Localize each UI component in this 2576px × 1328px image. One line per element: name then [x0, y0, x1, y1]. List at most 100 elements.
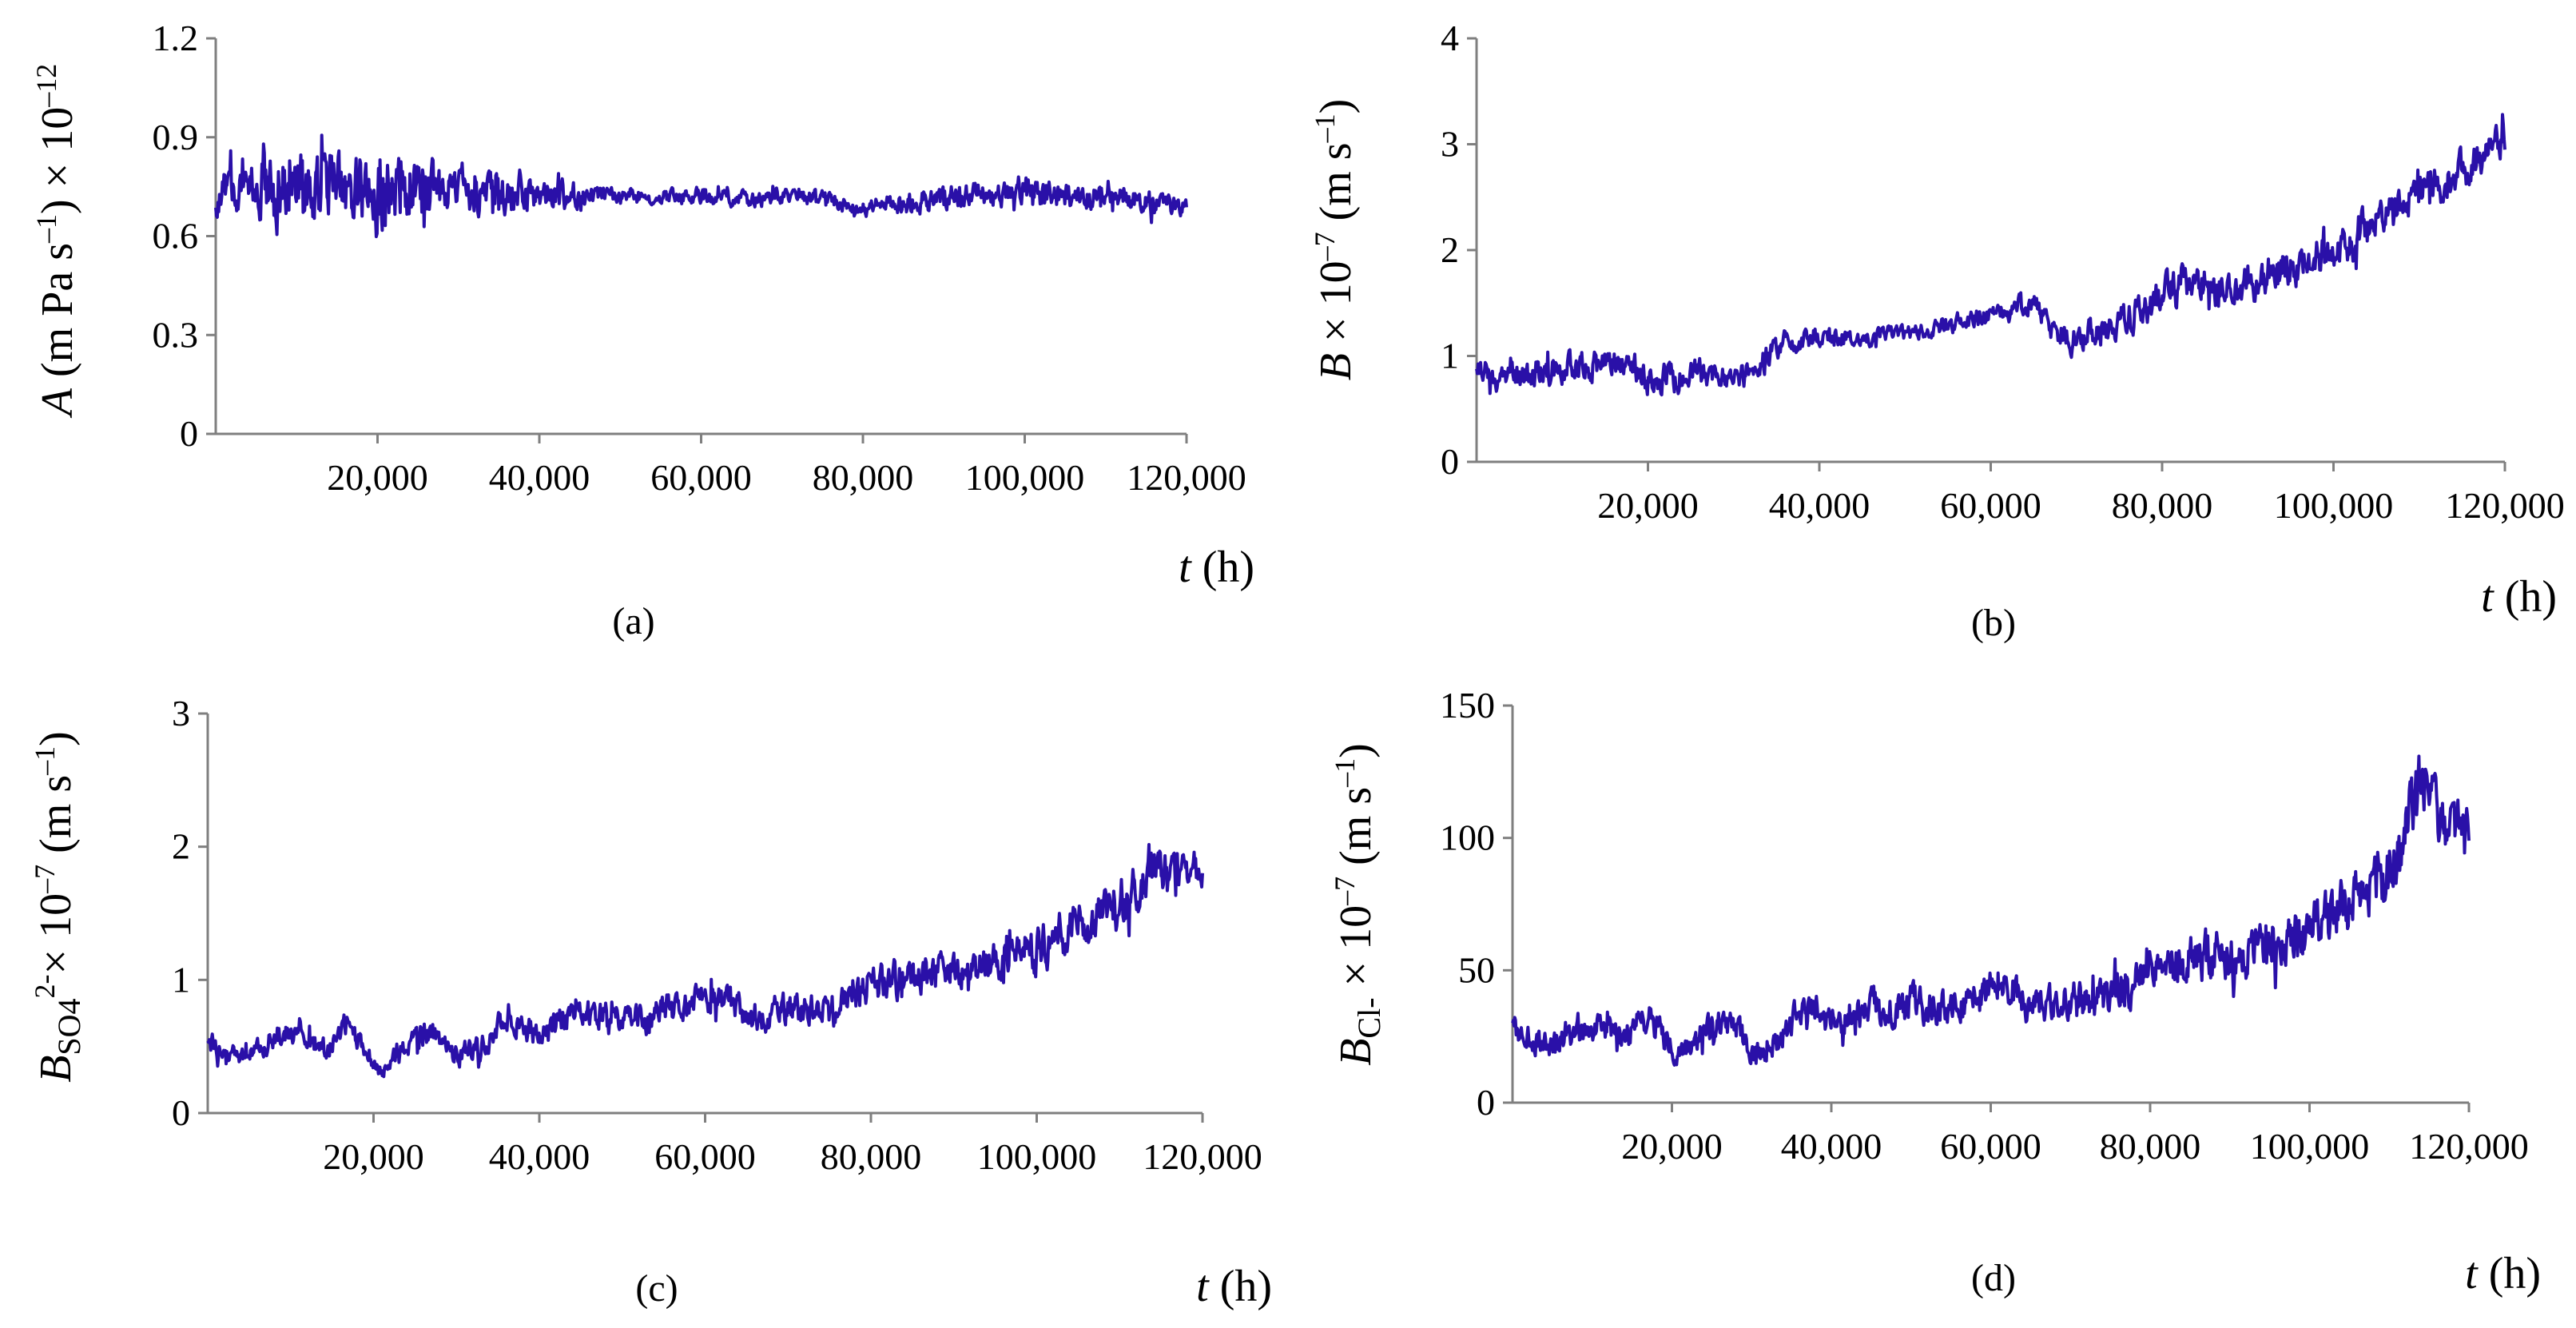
panel-b-y-label-sup2: –1 [1309, 113, 1341, 143]
panel-d-y-label: BCl- × 10–7 (m s–1) [1329, 743, 1387, 1066]
panel-a-series-line [214, 133, 1188, 239]
panel-d-y-label-text2: (m s [1331, 787, 1381, 877]
panel-c-y-label: BSO42-× 10–7 (m s–1) [29, 731, 87, 1083]
panel-a-xtick-label: 20,000 [327, 457, 428, 498]
panel-d-xtick-label: 40,000 [1781, 1126, 1882, 1167]
panel-d-x-label-var: t [2465, 1249, 2479, 1298]
panel-c-y-label-text: × 10 [31, 893, 81, 975]
panel-b-ytick-label: 3 [1441, 124, 1459, 165]
panel-b-x-label-var: t [2481, 572, 2495, 622]
panel-c-ytick-label: 3 [172, 693, 190, 734]
panel-b-ytick-label: 2 [1441, 229, 1459, 270]
panel-c-y-label-sub: SO4 [51, 998, 87, 1055]
panel-d-y-label-text3: ) [1331, 743, 1381, 758]
panel-b-y-label: B × 10–7 (m s–1) [1309, 99, 1361, 380]
panel-c-xtick-label: 60,000 [654, 1136, 756, 1177]
panel-c-x-ticks: 20,000 40,000 60,000 80,000 100,000 120,000 [323, 1113, 1262, 1177]
panel-c-y-label-text3: ) [31, 731, 81, 746]
panel-b-ytick-label: 0 [1441, 441, 1459, 482]
panel-d-ytick-label: 150 [1440, 685, 1495, 726]
panel-a-ytick-label: 0.9 [153, 117, 199, 157]
panel-a-x-label-text: (h) [1191, 543, 1254, 592]
panel-d-ytick-label: 0 [1477, 1082, 1495, 1123]
panel-d-x-ticks: 20,000 40,000 60,000 80,000 100,000 120,000 [1621, 1103, 2529, 1167]
panel-a-y-label-var: A [33, 388, 82, 419]
panel-d: 0 50 100 150 20,000 40,000 60,000 80,000 100,00… [1329, 685, 2541, 1299]
panel-a-caption: (a) [612, 600, 654, 642]
panel-a-y-label-sup1: –1 [30, 214, 62, 244]
panel-d-ytick-label: 50 [1458, 949, 1495, 990]
panel-d-x-label-text: (h) [2478, 1249, 2541, 1298]
panel-d-caption: (d) [1971, 1257, 2016, 1299]
panel-a: 0 0.3 0.6 0.9 1.2 20,000 40,000 60,000 80,000 10… [30, 18, 1254, 642]
panel-d-xtick-label: 60,000 [1940, 1126, 2041, 1167]
panel-d-ytick-label: 100 [1440, 817, 1495, 858]
panel-c-xtick-label: 40,000 [489, 1136, 590, 1177]
panel-d-y-label-sub: Cl- [1351, 997, 1387, 1038]
panel-c-ytick-label: 1 [172, 959, 190, 1000]
panel-a-ytick-label: 1.2 [153, 18, 199, 58]
panel-b-x-label: t (h) [2481, 572, 2557, 622]
panel-c-xtick-label: 80,000 [821, 1136, 922, 1177]
panel-b-ytick-label: 4 [1441, 18, 1459, 58]
panel-c-y-label-sup3: –1 [29, 746, 61, 776]
panel-c-ytick-label: 2 [172, 826, 190, 867]
panel-d-x-label: t (h) [2465, 1249, 2541, 1298]
panel-b-caption: (b) [1971, 602, 2016, 644]
panel-d-xtick-label: 20,000 [1621, 1126, 1723, 1167]
panel-d-y-label-sup1: –7 [1329, 877, 1361, 906]
panel-b-xtick-label: 120,000 [2445, 485, 2565, 526]
panel-a-x-label: t (h) [1179, 543, 1254, 592]
panel-b-x-ticks: 20,000 40,000 60,000 80,000 100,000 120,000 [1597, 462, 2565, 526]
panel-c-x-label-text: (h) [1209, 1262, 1272, 1311]
panel-b-y-label-text3: ) [1311, 99, 1361, 114]
panel-c: 0 1 2 3 20,000 40,000 60,000 80,000 100,000 120,… [29, 693, 1272, 1311]
panel-a-ytick-label: 0.6 [153, 216, 199, 256]
panel-c-y-label-var: B [31, 1056, 81, 1083]
panel-d-y-label-var: B [1331, 1039, 1381, 1066]
panel-b-series-line [1475, 113, 2506, 397]
panel-c-x-label: t (h) [1196, 1262, 1272, 1311]
panel-c-marks [206, 843, 1204, 1079]
panel-a-xtick-label: 100,000 [965, 457, 1085, 498]
panel-d-series-line [1511, 754, 2471, 1067]
panel-d-marks [1511, 754, 2471, 1067]
panel-c-y-ticks: 0 1 2 3 [172, 693, 208, 1133]
panel-a-xtick-label: 40,000 [489, 457, 590, 498]
panel-d-xtick-label: 80,000 [2100, 1126, 2201, 1167]
panel-a-y-label-sup2: –12 [30, 64, 62, 108]
panel-a-y-label-text2: ) × 10 [33, 107, 82, 214]
panel-c-x-label-var: t [1196, 1262, 1210, 1311]
panel-b-y-label-var: B [1311, 353, 1361, 380]
panel-a-xtick-label: 80,000 [813, 457, 914, 498]
panel-c-xtick-label: 20,000 [323, 1136, 424, 1177]
panel-b-xtick-label: 60,000 [1940, 485, 2041, 526]
panel-d-y-ticks: 0 50 100 150 [1440, 685, 1513, 1123]
panel-b-y-label-text2: (m s [1311, 142, 1361, 232]
panel-d-xtick-label: 100,000 [2250, 1126, 2370, 1167]
panel-b-y-label-sup1: –7 [1309, 232, 1341, 261]
panel-a-y-label-text: (m Pa s [33, 243, 82, 388]
panel-a-marks [214, 133, 1188, 239]
panel-c-y-label-sup2: –7 [29, 865, 61, 894]
panel-b-y-ticks: 0 1 2 3 4 [1441, 18, 1477, 482]
panel-b-ytick-label: 1 [1441, 336, 1459, 376]
panel-d-xtick-label: 120,000 [2409, 1126, 2529, 1167]
panel-d-y-label-sup2: –1 [1329, 758, 1361, 788]
panel-a-y-ticks: 0 0.3 0.6 0.9 1.2 [153, 18, 216, 454]
panel-c-xtick-label: 120,000 [1143, 1136, 1262, 1177]
panel-b-xtick-label: 40,000 [1769, 485, 1870, 526]
panel-c-y-label-sup1: 2- [29, 974, 61, 998]
panel-a-y-label: A (m Pa s–1) × 10–12 [30, 64, 82, 419]
panel-c-caption: (c) [635, 1267, 678, 1310]
panel-b-xtick-label: 100,000 [2274, 485, 2394, 526]
panel-b-marks [1475, 113, 2506, 397]
panel-a-xtick-label: 60,000 [650, 457, 752, 498]
panel-d-y-label-text: × 10 [1331, 905, 1381, 998]
panel-b-y-label-text: × 10 [1311, 260, 1361, 353]
panel-b-xtick-label: 20,000 [1597, 485, 1699, 526]
panel-b-x-label-text: (h) [2494, 572, 2557, 622]
panel-a-ytick-label: 0.3 [153, 314, 199, 355]
panel-c-xtick-label: 100,000 [977, 1136, 1097, 1177]
